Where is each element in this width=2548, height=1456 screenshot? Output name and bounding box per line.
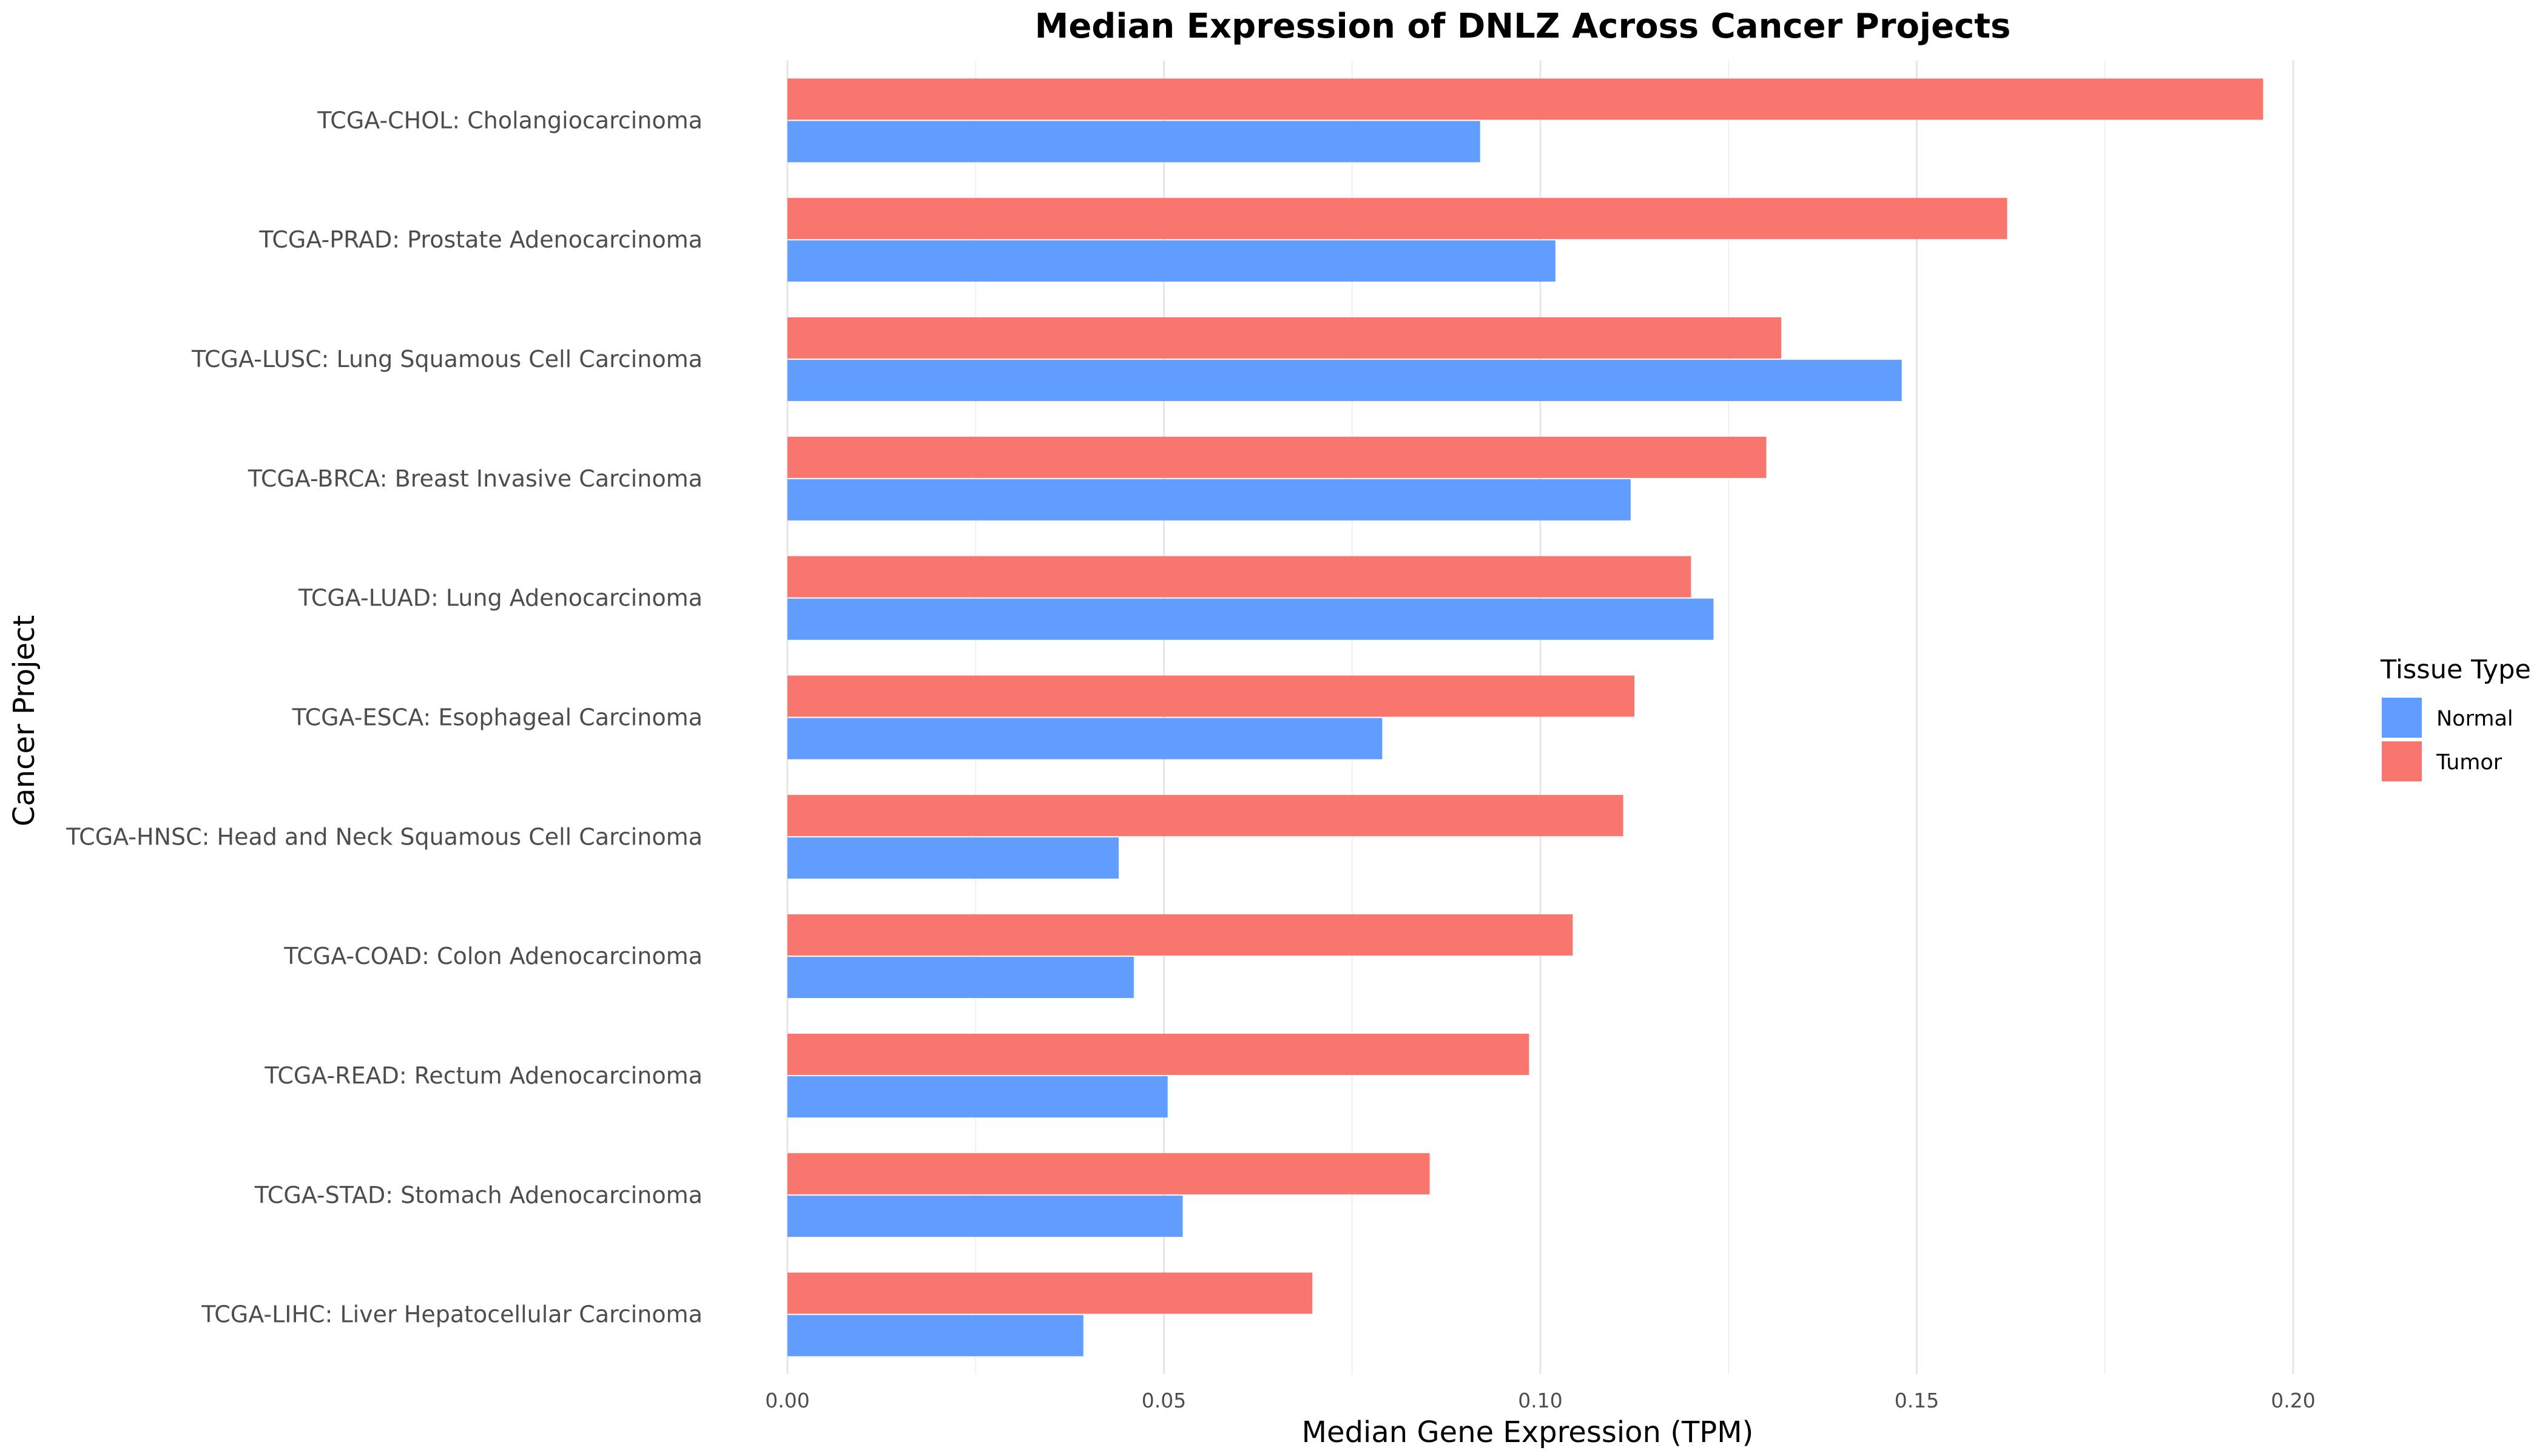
category-label: TCGA-HNSC: Head and Neck Squamous Cell C… xyxy=(66,823,703,850)
x-tick-label: 0.05 xyxy=(1142,1389,1186,1412)
bar-normal xyxy=(787,718,1383,760)
bar-normal xyxy=(787,121,1480,163)
category-label: TCGA-LUSC: Lung Squamous Cell Carcinoma xyxy=(191,346,703,372)
legend-label-normal: Normal xyxy=(2436,707,2513,731)
category-label: TCGA-LUAD: Lung Adenocarcinoma xyxy=(298,585,703,612)
x-tick-label: 0.20 xyxy=(2271,1389,2315,1412)
chart-title: Median Expression of DNLZ Across Cancer … xyxy=(1035,7,2011,46)
bar-normal xyxy=(787,1195,1183,1237)
legend-label-tumor: Tumor xyxy=(2436,750,2502,775)
bar-tumor xyxy=(787,675,1635,717)
y-axis-title: Cancer Project xyxy=(7,615,41,827)
bar-normal xyxy=(787,598,1714,640)
bar-tumor xyxy=(787,1153,1430,1195)
category-label: TCGA-LIHC: Liver Hepatocellular Carcinom… xyxy=(201,1301,703,1328)
category-label: TCGA-COAD: Colon Adenocarcinoma xyxy=(283,943,703,969)
legend: Tissue Type Normal Tumor xyxy=(2380,655,2531,781)
bar-tumor xyxy=(787,78,2263,120)
bar-normal xyxy=(787,1315,1084,1357)
bar-tumor xyxy=(787,556,1691,598)
x-tick-labels: 0.00 0.05 0.10 0.15 0.20 xyxy=(765,1389,2315,1412)
bar-tumor xyxy=(787,795,1623,837)
x-axis-title: Median Gene Expression (TPM) xyxy=(1302,1415,1754,1449)
x-tick-label: 0.15 xyxy=(1895,1389,1939,1412)
category-labels: TCGA-CHOL: Cholangiocarcinoma TCGA-PRAD: … xyxy=(66,107,703,1327)
bars-layer xyxy=(787,78,2263,1357)
bar-tumor xyxy=(787,914,1573,956)
category-label: TCGA-STAD: Stomach Adenocarcinoma xyxy=(254,1182,703,1208)
legend-title: Tissue Type xyxy=(2380,655,2531,685)
bar-normal xyxy=(787,837,1119,879)
bar-tumor xyxy=(787,1033,1529,1075)
category-label: TCGA-READ: Rectum Adenocarcinoma xyxy=(264,1062,703,1089)
bar-normal xyxy=(787,1076,1168,1117)
bar-tumor xyxy=(787,436,1767,478)
bar-normal xyxy=(787,957,1134,999)
bar-tumor xyxy=(787,198,2007,240)
bar-normal xyxy=(787,479,1631,521)
category-label: TCGA-PRAD: Prostate Adenocarcinoma xyxy=(258,226,703,253)
category-label: TCGA-ESCA: Esophageal Carcinoma xyxy=(292,704,703,731)
category-label: TCGA-BRCA: Breast Invasive Carcinoma xyxy=(248,465,703,492)
bar-tumor xyxy=(787,1272,1312,1314)
legend-swatch-normal xyxy=(2382,698,2422,738)
x-tick-label: 0.10 xyxy=(1518,1389,1562,1412)
legend-items: Normal Tumor xyxy=(2382,698,2513,781)
bar-normal xyxy=(787,240,1555,282)
bar-tumor xyxy=(787,317,1782,359)
bar-normal xyxy=(787,360,1902,402)
legend-swatch-tumor xyxy=(2382,741,2422,781)
x-tick-label: 0.00 xyxy=(765,1389,809,1412)
category-label: TCGA-CHOL: Cholangiocarcinoma xyxy=(317,107,703,133)
